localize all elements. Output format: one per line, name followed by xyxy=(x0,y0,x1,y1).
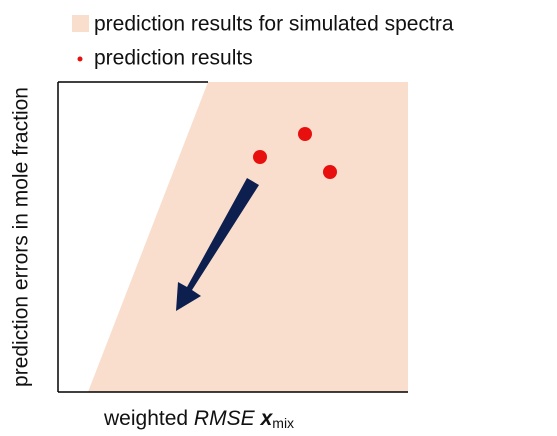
x-label-subscript: mix xyxy=(272,415,294,431)
arrow xyxy=(176,178,259,311)
legend-swatch-point xyxy=(77,56,83,62)
point xyxy=(323,165,337,179)
y-axis-label: prediction errors in mole fraction xyxy=(10,87,33,387)
simulated-region xyxy=(88,82,408,392)
x-label-italic: RMSE xyxy=(194,407,256,430)
x-label-text: weighted xyxy=(103,407,194,430)
legend-swatch-area xyxy=(72,15,89,32)
x-label-bold: x xyxy=(260,407,274,430)
point xyxy=(298,127,312,141)
legend-label: prediction results xyxy=(94,47,253,70)
x-axis-label: weighted RMSE xmix xyxy=(103,407,294,431)
point xyxy=(253,150,267,164)
legend-label: prediction results for simulated spectra xyxy=(94,13,454,36)
